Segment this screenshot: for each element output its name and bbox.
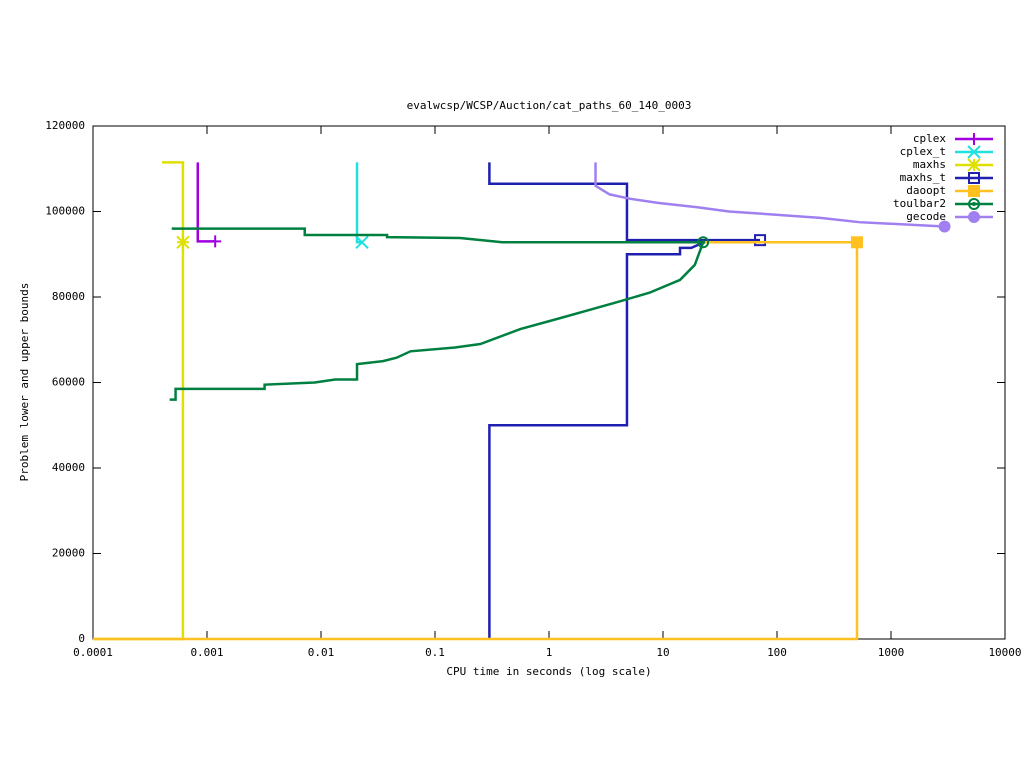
x-tick-label: 1000 [878,646,905,659]
point-marker [176,235,190,249]
y-tick-label: 0 [78,632,85,645]
series-line [488,162,761,639]
x-tick-label: 0.1 [425,646,445,659]
x-tick-label: 0.001 [190,646,223,659]
legend-label: cplex_t [900,145,946,158]
point-marker [355,235,369,249]
marker-part [968,198,980,210]
x-tick-label: 10 [656,646,669,659]
x-tick-label: 0.0001 [73,646,113,659]
marker-part [850,236,863,249]
chart-title: evalwcsp/WCSP/Auction/cat_paths_60_140_0… [407,99,692,112]
marker-part [967,145,981,159]
point-marker [754,234,767,247]
y-tick-label: 100000 [45,205,85,218]
legend-marker [968,198,980,210]
y-tick-label: 60000 [52,376,85,389]
legend-label: maxhs [913,158,946,171]
point-marker [850,236,863,249]
series-line [93,241,859,641]
marker-part [938,220,951,233]
series-line [93,161,185,641]
x-tick-label: 10000 [988,646,1021,659]
marker-part [968,211,980,223]
marker-part [968,133,980,145]
series-line [594,162,945,228]
plot-border [92,125,1006,640]
marker-part [972,202,976,206]
y-tick-label: 20000 [52,547,85,560]
legend-marker [968,133,980,145]
legend-label: maxhs_t [900,171,946,184]
legend-label: daoopt [906,184,946,197]
marker-part [209,235,222,248]
y-axis-label: Problem lower and upper bounds [18,283,31,482]
legend-label: toulbar2 [893,197,946,210]
y-tick-label: 120000 [45,119,85,132]
legend-marker [968,185,980,197]
point-marker [209,235,222,248]
legend-marker [967,145,981,159]
x-axis-label: CPU time in seconds (log scale) [446,665,651,678]
marker-part [967,158,981,172]
series-line [169,227,705,401]
series-line [355,162,363,244]
marker-part [355,235,369,249]
x-tick-label: 0.01 [308,646,335,659]
legend-label: cplex [913,132,946,145]
marker-part [968,185,980,197]
x-tick-label: 100 [767,646,787,659]
marker-part [701,240,706,245]
legend-marker [967,158,981,172]
point-marker [697,236,710,249]
y-tick-label: 80000 [52,290,85,303]
legend-marker [968,172,980,184]
legend-label: gecode [906,210,946,223]
point-marker [938,220,951,233]
marker-part [754,234,767,247]
legend-marker [968,211,980,223]
marker-part [697,236,710,249]
y-tick-label: 40000 [52,461,85,474]
x-tick-label: 1 [546,646,553,659]
marker-part [968,172,980,184]
marker-part [176,235,190,249]
